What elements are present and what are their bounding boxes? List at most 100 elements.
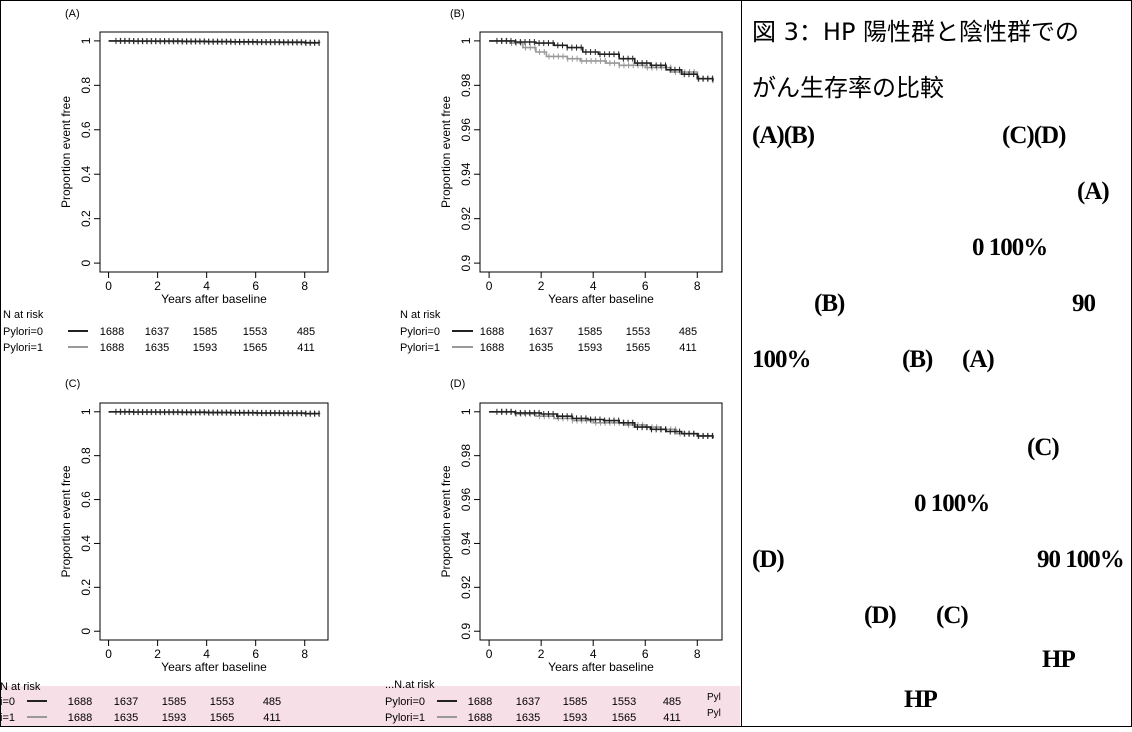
y-tick-label: 0.94 (459, 162, 473, 186)
y-axis-label: Proportion event free (59, 96, 73, 208)
at-risk-row-label: Pylori=0 (400, 326, 440, 338)
at-risk-value: 485 (679, 326, 697, 338)
x-axis-label: Years after baseline (161, 660, 267, 674)
at-risk-value: 1635 (145, 342, 169, 354)
y-tick-label: 0.98 (459, 73, 473, 97)
at-risk-value: 1593 (193, 342, 217, 354)
x-tick-label: 0 (486, 647, 493, 661)
figure-caption: 図 3：HP 陽性群と陰性群での がん生存率の比較 (A)(B) (C)(D) … (752, 4, 1126, 719)
y-tick-label: 0.2 (79, 579, 93, 596)
km-panel: (A) 0 2 4 6 8 0 0.2 0.4 0.6 0.8 1 Years after baseli… (59, 8, 329, 306)
survival-curve (489, 40, 714, 81)
panel-label: (D) (450, 378, 465, 390)
x-tick-label: 0 (105, 647, 112, 661)
y-tick-label: 0.4 (79, 535, 93, 552)
at-risk-row-label: Pylori=1 (400, 342, 440, 354)
at-risk-value: 1585 (193, 326, 217, 338)
x-tick-label: 8 (694, 647, 701, 661)
caption-fragment: 90 (1072, 290, 1096, 317)
survival-curve (489, 411, 714, 439)
x-tick-label: 2 (154, 647, 161, 661)
at-risk-value: 1593 (578, 342, 602, 354)
x-tick-label: 8 (301, 647, 308, 661)
at-risk-value: 1688 (480, 342, 504, 354)
at-risk-value: 1553 (243, 326, 267, 338)
x-tick-label: 0 (486, 279, 493, 293)
at-risk-value: 1565 (243, 342, 267, 354)
y-tick-label: 0.4 (79, 166, 93, 183)
at-risk-title: N at risk (400, 309, 441, 321)
at-risk-title: N at risk (3, 309, 44, 321)
caption-fragment: (D) (752, 546, 785, 573)
x-tick-label: 6 (252, 647, 259, 661)
at-risk-value: 1637 (529, 326, 553, 338)
panel-label: (A) (65, 8, 80, 20)
y-tick-label: 1 (79, 37, 93, 44)
panel-label: (C) (65, 378, 80, 390)
caption-fragment: (D) (864, 602, 897, 629)
y-tick-label: 1 (79, 408, 93, 415)
survival-curve (108, 411, 321, 415)
x-tick-label: 6 (252, 279, 259, 293)
caption-title-line-2: がん生存率の比較 (752, 74, 944, 102)
at-risk-row-label: Pylori=1 (3, 342, 43, 354)
x-axis-label: Years after baseline (548, 660, 654, 674)
caption-title-line-1: 図 3：HP 陽性群と陰性群での (752, 18, 1080, 46)
x-tick-label: 2 (538, 279, 545, 293)
y-tick-label: 0.2 (79, 210, 93, 227)
caption-fragment: (B) (902, 346, 933, 373)
at-risk-table: N at risk Pylori=0 1688 1637 1585 1553 485 Pylo… (3, 309, 315, 354)
caption-fragment: (A)(B) (752, 122, 815, 149)
at-risk-value: 485 (297, 326, 315, 338)
plot-frame (479, 31, 723, 273)
y-axis-label: Proportion event free (439, 465, 453, 577)
at-risk-row-label: Pylori=0 (3, 326, 43, 338)
at-risk-value: 411 (679, 342, 697, 354)
plot-frame (99, 31, 329, 273)
y-tick-label: 0.96 (459, 118, 473, 142)
km-panel: (C) 0 2 4 6 8 0 0.2 0.4 0.6 0.8 1 Years after baseli… (59, 378, 329, 674)
panel-label: (B) (450, 8, 465, 20)
x-tick-label: 2 (538, 647, 545, 661)
column-divider (741, 0, 742, 727)
plot-frame (479, 402, 723, 641)
caption-fragment: (C)(D) (1002, 122, 1066, 149)
y-tick-label: 0.9 (459, 623, 473, 640)
at-risk-value: 1688 (480, 326, 504, 338)
y-tick-label: 0.92 (459, 575, 473, 599)
y-tick-label: 0.6 (79, 491, 93, 508)
caption-fragment: (B) (814, 290, 845, 317)
y-tick-label: 0 (79, 628, 93, 635)
caption-fragment: (A) (962, 346, 995, 373)
x-tick-label: 4 (590, 279, 597, 293)
km-panel: (D) 0 2 4 6 8 0.9 0.92 0.94 0.96 0.98 1 Years after … (439, 378, 723, 674)
at-risk-value: 1688 (100, 326, 124, 338)
y-tick-label: 0.94 (459, 531, 473, 555)
caption-fragment: 90 100% (1037, 546, 1125, 573)
x-tick-label: 4 (203, 647, 210, 661)
at-risk-value: 1565 (626, 342, 650, 354)
x-tick-label: 2 (154, 279, 161, 293)
y-tick-label: 0.92 (459, 207, 473, 231)
survival-curve (108, 40, 321, 44)
caption-fragment: HP (904, 686, 938, 713)
x-tick-label: 4 (590, 647, 597, 661)
at-risk-value: 411 (297, 342, 315, 354)
x-tick-label: 8 (301, 279, 308, 293)
y-tick-label: 0.8 (79, 447, 93, 464)
y-tick-label: 0.6 (79, 121, 93, 138)
caption-fragment: (C) (1027, 434, 1060, 461)
y-axis-label: Proportion event free (59, 465, 73, 577)
caption-fragment: 0 100% (972, 234, 1048, 261)
x-tick-label: 6 (642, 279, 649, 293)
caption-fragment: (C) (936, 602, 969, 629)
caption-fragment: 0 100% (914, 490, 990, 517)
plot-frame (99, 402, 329, 641)
x-tick-label: 4 (203, 279, 210, 293)
x-tick-label: 6 (642, 647, 649, 661)
y-tick-label: 0.98 (459, 444, 473, 468)
x-tick-label: 0 (105, 279, 112, 293)
at-risk-value: 1585 (578, 326, 602, 338)
caption-fragment: (A) (1077, 178, 1110, 205)
y-tick-label: 1 (459, 37, 473, 44)
